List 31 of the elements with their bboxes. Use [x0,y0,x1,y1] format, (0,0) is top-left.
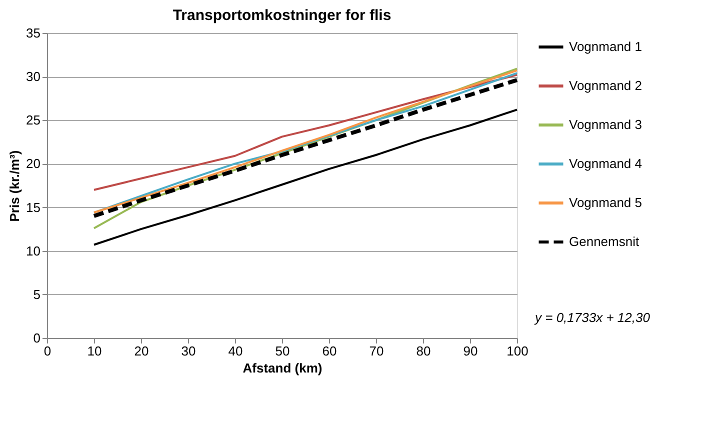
x-tick-label: 10 [87,344,102,358]
x-tick-label: 90 [463,344,478,358]
legend-label: Gennemsnit [569,234,640,249]
y-tick-label: 20 [26,156,40,172]
legend-label: Vognmand 5 [569,195,642,210]
x-tick-label: 50 [275,344,290,358]
legend-label: Vognmand 2 [569,78,642,93]
y-tick-label: 30 [26,69,40,84]
y-tick-label: 25 [26,112,40,128]
x-tick-label: 30 [181,344,196,358]
y-tick-label: 15 [26,200,40,215]
legend-label: Vognmand 3 [569,117,642,132]
chart-title: Transportomkostninger for flis [172,7,392,24]
x-axis-title: Afstand (km) [242,360,322,376]
y-tick-label: 35 [26,26,40,40]
y-tick-label: 0 [33,330,40,346]
line-series [93,108,518,246]
line-series [93,74,518,191]
y-tick-label: 10 [26,243,40,258]
x-tick-label: 70 [369,344,384,358]
x-tick-label: 60 [322,344,337,358]
x-tick-label: 40 [228,344,243,358]
x-tick-label: 0 [44,344,52,358]
y-tick-label: 5 [33,286,40,302]
text: y = 0,1733x + 12,30 [534,310,651,325]
x-tick-label: 20 [134,344,149,358]
legend-label: Vognmand 4 [569,156,642,171]
y-axis-title: Pris (kr./m³) [7,150,22,222]
x-tick-label: 100 [506,344,528,358]
legend-label: Vognmand 1 [569,39,642,54]
x-tick-label: 80 [416,344,431,358]
